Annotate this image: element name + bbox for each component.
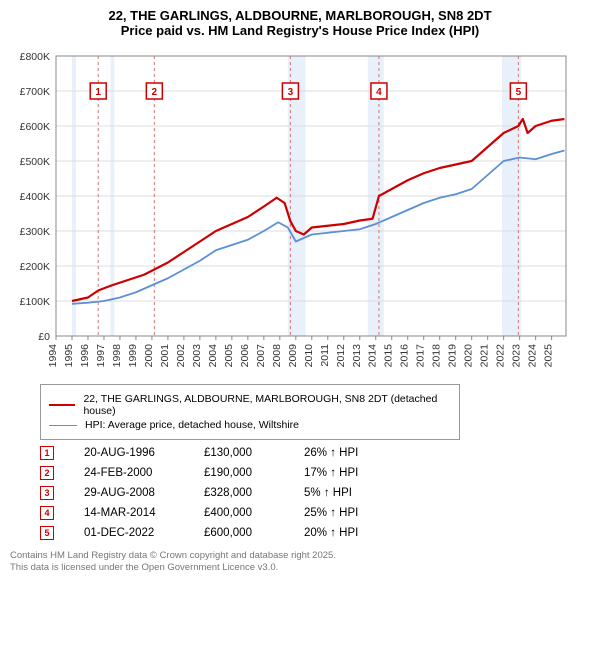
svg-text:1997: 1997: [95, 344, 107, 368]
svg-text:5: 5: [516, 87, 522, 98]
footer: Contains HM Land Registry data © Crown c…: [10, 550, 590, 575]
title-line-1: 22, THE GARLINGS, ALDBOURNE, MARLBOROUGH…: [10, 8, 590, 23]
transaction-date: 14-MAR-2014: [84, 507, 204, 519]
legend-label-hpi: HPI: Average price, detached house, Wilt…: [85, 419, 299, 431]
svg-text:2008: 2008: [271, 344, 283, 368]
transactions-table: 1 20-AUG-1996£130,00026% ↑ HPI 2 24-FEB-200…: [40, 446, 590, 540]
title-block: 22, THE GARLINGS, ALDBOURNE, MARLBOROUGH…: [10, 8, 590, 38]
footer-line-1: Contains HM Land Registry data © Crown c…: [10, 550, 590, 562]
svg-text:2025: 2025: [543, 344, 555, 368]
svg-text:1999: 1999: [127, 344, 139, 368]
transaction-row: 2 24-FEB-2000£190,00017% ↑ HPI: [40, 466, 590, 480]
transaction-marker: 5: [40, 526, 54, 540]
svg-text:4: 4: [376, 87, 382, 98]
svg-text:£300K: £300K: [20, 226, 50, 238]
svg-text:2016: 2016: [399, 344, 411, 368]
transaction-date: 20-AUG-1996: [84, 447, 204, 459]
transaction-pct: 20% ↑ HPI: [304, 527, 424, 539]
transaction-row: 1 20-AUG-1996£130,00026% ↑ HPI: [40, 446, 590, 460]
svg-text:2000: 2000: [143, 344, 155, 368]
svg-text:2019: 2019: [447, 344, 459, 368]
chart-area: £0 £100K £200K £300K £400K £500K £600K £700K £80…: [10, 46, 590, 376]
transaction-pct: 17% ↑ HPI: [304, 467, 424, 479]
svg-text:£500K: £500K: [20, 156, 50, 168]
legend-item-property: 22, THE GARLINGS, ALDBOURNE, MARLBOROUGH…: [49, 393, 451, 417]
svg-text:£200K: £200K: [20, 261, 50, 273]
svg-text:2001: 2001: [159, 344, 171, 368]
transaction-marker: 2: [40, 466, 54, 480]
transaction-row: 3 29-AUG-2008£328,0005% ↑ HPI: [40, 486, 590, 500]
title-line-2: Price paid vs. HM Land Registry's House …: [10, 23, 590, 38]
svg-text:2014: 2014: [367, 344, 379, 368]
svg-text:2005: 2005: [223, 344, 235, 368]
svg-text:2002: 2002: [175, 344, 187, 368]
legend-item-hpi: HPI: Average price, detached house, Wilt…: [49, 419, 451, 431]
svg-text:1995: 1995: [63, 344, 75, 368]
transaction-pct: 5% ↑ HPI: [304, 487, 424, 499]
svg-text:2007: 2007: [255, 344, 267, 368]
transaction-pct: 25% ↑ HPI: [304, 507, 424, 519]
transaction-row: 5 01-DEC-2022£600,00020% ↑ HPI: [40, 526, 590, 540]
transaction-price: £328,000: [204, 487, 304, 499]
transaction-pct: 26% ↑ HPI: [304, 447, 424, 459]
svg-text:£800K: £800K: [20, 51, 50, 63]
transaction-date: 29-AUG-2008: [84, 487, 204, 499]
svg-text:2012: 2012: [335, 344, 347, 368]
svg-text:2018: 2018: [431, 344, 443, 368]
svg-text:2010: 2010: [303, 344, 315, 368]
svg-text:2021: 2021: [479, 344, 491, 368]
transaction-marker: 1: [40, 446, 54, 460]
svg-text:2009: 2009: [287, 344, 299, 368]
svg-text:£700K: £700K: [20, 86, 50, 98]
transaction-date: 01-DEC-2022: [84, 527, 204, 539]
svg-text:£600K: £600K: [20, 121, 50, 133]
svg-text:£400K: £400K: [20, 191, 50, 203]
transaction-date: 24-FEB-2000: [84, 467, 204, 479]
svg-text:2017: 2017: [415, 344, 427, 368]
svg-text:2: 2: [152, 87, 158, 98]
svg-text:2015: 2015: [383, 344, 395, 368]
svg-text:3: 3: [288, 87, 294, 98]
svg-text:2004: 2004: [207, 344, 219, 368]
legend-swatch-property: [49, 404, 75, 406]
svg-text:2024: 2024: [527, 344, 539, 368]
svg-text:£100K: £100K: [20, 296, 50, 308]
svg-text:1996: 1996: [79, 344, 91, 368]
svg-text:2006: 2006: [239, 344, 251, 368]
transaction-row: 4 14-MAR-2014£400,00025% ↑ HPI: [40, 506, 590, 520]
svg-text:1994: 1994: [47, 344, 59, 368]
transaction-price: £400,000: [204, 507, 304, 519]
svg-text:2003: 2003: [191, 344, 203, 368]
legend-label-property: 22, THE GARLINGS, ALDBOURNE, MARLBOROUGH…: [83, 393, 451, 417]
transaction-marker: 3: [40, 486, 54, 500]
legend-swatch-hpi: [49, 425, 77, 426]
line-chart-svg: £0 £100K £200K £300K £400K £500K £600K £700K £80…: [10, 46, 570, 376]
transaction-price: £600,000: [204, 527, 304, 539]
svg-text:2020: 2020: [463, 344, 475, 368]
footer-line-2: This data is licensed under the Open Gov…: [10, 562, 590, 574]
svg-text:£0: £0: [38, 331, 50, 343]
transaction-marker: 4: [40, 506, 54, 520]
chart-container: 22, THE GARLINGS, ALDBOURNE, MARLBOROUGH…: [0, 0, 600, 583]
svg-text:2013: 2013: [351, 344, 363, 368]
svg-text:2011: 2011: [319, 344, 331, 367]
svg-text:2022: 2022: [495, 344, 507, 368]
svg-text:2023: 2023: [511, 344, 523, 368]
transaction-price: £130,000: [204, 447, 304, 459]
svg-text:1: 1: [95, 87, 101, 98]
legend: 22, THE GARLINGS, ALDBOURNE, MARLBOROUGH…: [40, 384, 460, 440]
svg-text:1998: 1998: [111, 344, 123, 368]
transaction-price: £190,000: [204, 467, 304, 479]
